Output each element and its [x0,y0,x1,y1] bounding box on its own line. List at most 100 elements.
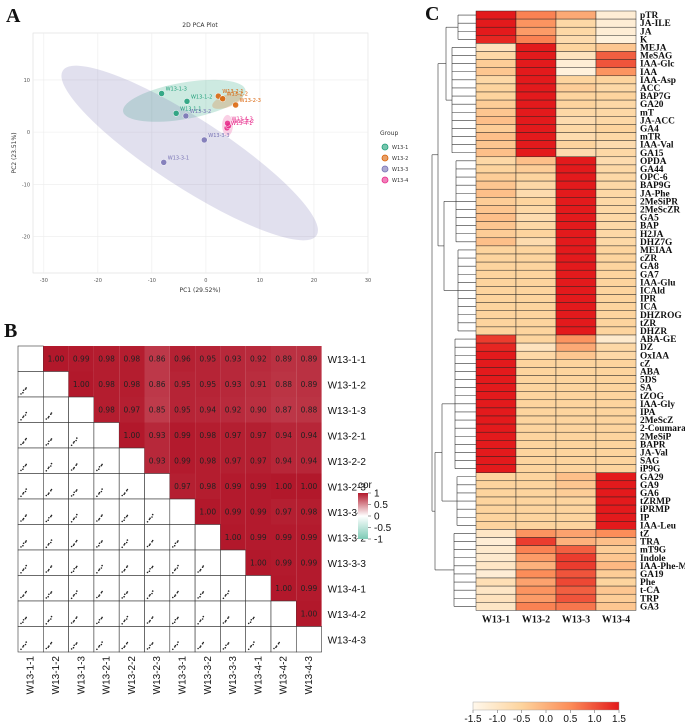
heatmap-cell [555,529,597,538]
heatmap-cell [595,156,637,166]
correlation-scatter-dot [121,647,123,650]
correlation-scatter-dot [126,565,129,567]
correlation-scatter-dot [45,647,48,650]
correlation-legend-tick-label: -0.5 [374,523,392,534]
correlation-scatter-dot [22,619,25,621]
correlation-legend: cor 10.50-0.5-1 [358,480,392,546]
correlation-scatter-dot [100,515,103,517]
correlation-scatter-dot [48,542,50,545]
correlation-scatter-dot [249,646,252,648]
correlation-scatter-dot [126,641,129,644]
heatmap-cell [475,488,517,498]
correlation-scatter-cell [68,396,95,423]
heatmap-cell [475,375,517,384]
heatmap-cell [595,132,637,141]
heatmap-row-label: 2-Coumarate [640,424,685,434]
heatmap-cell [555,91,597,101]
heatmap-cell [595,116,637,125]
correlation-scatter-dot [72,570,75,572]
heatmap-colorbar-tick-label: -0.5 [513,714,531,725]
heatmap-cell [475,172,517,182]
heatmap-cell [515,18,557,28]
heatmap-cell [475,221,517,230]
correlation-scatter-dot [24,591,27,594]
correlation-scatter-cell [17,447,44,474]
correlation-scatter-cell [17,345,44,372]
heatmap-cell [555,18,597,28]
correlation-cell [245,371,271,397]
heatmap-cell [475,197,517,206]
heatmap-row-label: BAP9G [640,181,671,191]
heatmap-cell [595,440,637,449]
correlation-scatter-dot [146,521,149,523]
correlation-scatter-dot [50,615,53,618]
heatmap-dendrogram [431,14,476,607]
correlation-scatter-dot [22,415,25,418]
correlation-row-label: W13-3-2 [328,533,367,544]
heatmap-row-label: OPDA [640,157,667,167]
correlation-legend-title: cor [358,480,373,491]
correlation-scatter-dot [70,545,73,548]
correlation-value: 0.94 [301,431,318,440]
heatmap-row-label: DHZ7G [640,238,673,248]
heatmap-cell [555,472,597,482]
correlation-scatter-cell [17,524,44,551]
heatmap-cell [475,213,517,222]
correlation-scatter-cell [245,600,272,627]
correlation-value: 0.98 [199,456,216,465]
correlation-scatter-cell [144,575,171,602]
correlation-scatter-dot [277,642,280,645]
heatmap-cell [595,164,637,174]
correlation-scatter-dot [50,412,53,414]
heatmap-cell [515,488,557,498]
heatmap-cells [475,10,637,611]
heatmap-cell [595,310,637,320]
correlation-cell [195,346,221,372]
correlation-scatter-dot [101,463,103,466]
heatmap-cell [515,148,557,158]
heatmap-row-label: OxIAA [640,351,669,361]
heatmap-cell [595,350,637,360]
heatmap-cell [555,75,597,85]
correlation-scatter-cell [42,371,69,398]
correlation-scatter-dot [96,622,98,625]
correlation-scatter-dot [70,597,73,600]
correlation-scatter-dot [197,623,199,625]
heatmap-row-label: BAPR [640,440,666,450]
correlation-scatter-dot [125,541,128,544]
heatmap-cell [475,75,517,85]
correlation-scatter-dot [125,515,128,518]
correlation-scatter-dot [278,641,281,644]
correlation-row-label: W13-2-2 [328,457,367,468]
correlation-scatter-cell [118,524,145,551]
correlation-cell [68,371,94,397]
correlation-value: 1.00 [199,507,216,516]
heatmap-cell [595,18,637,28]
heatmap-cell [475,431,517,441]
heatmap-cell [595,521,637,530]
heatmap-cell [515,585,557,595]
heatmap-cell [475,91,517,101]
heatmap-cell [595,10,637,20]
heatmap-cell [515,577,557,587]
heatmap-cell [555,399,597,409]
correlation-scatter-dot [173,569,176,572]
heatmap-cell [515,253,557,263]
heatmap-cell [555,172,597,182]
heatmap-cell [475,180,517,190]
correlation-scatter-dot [100,464,103,467]
correlation-scatter-dot [101,641,103,643]
correlation-scatter-cell [42,473,69,500]
correlation-cells: 1.00 0.99 0.98 0.98 0.86 0.96 0.95 0.93 0.92 0.89… [17,345,322,653]
heatmap-row-label: GA15 [640,149,664,159]
correlation-scatter-dot [50,439,52,441]
heatmap-row-label: JA [640,27,652,37]
correlation-scatter-dot [146,597,149,600]
correlation-scatter-dot [70,495,73,497]
correlation-scatter-cell [93,575,120,602]
correlation-scatter-cell [245,626,272,653]
heatmap-cell [595,221,637,230]
correlation-scatter-dot [252,617,254,620]
correlation-scatter-dot [75,439,77,442]
